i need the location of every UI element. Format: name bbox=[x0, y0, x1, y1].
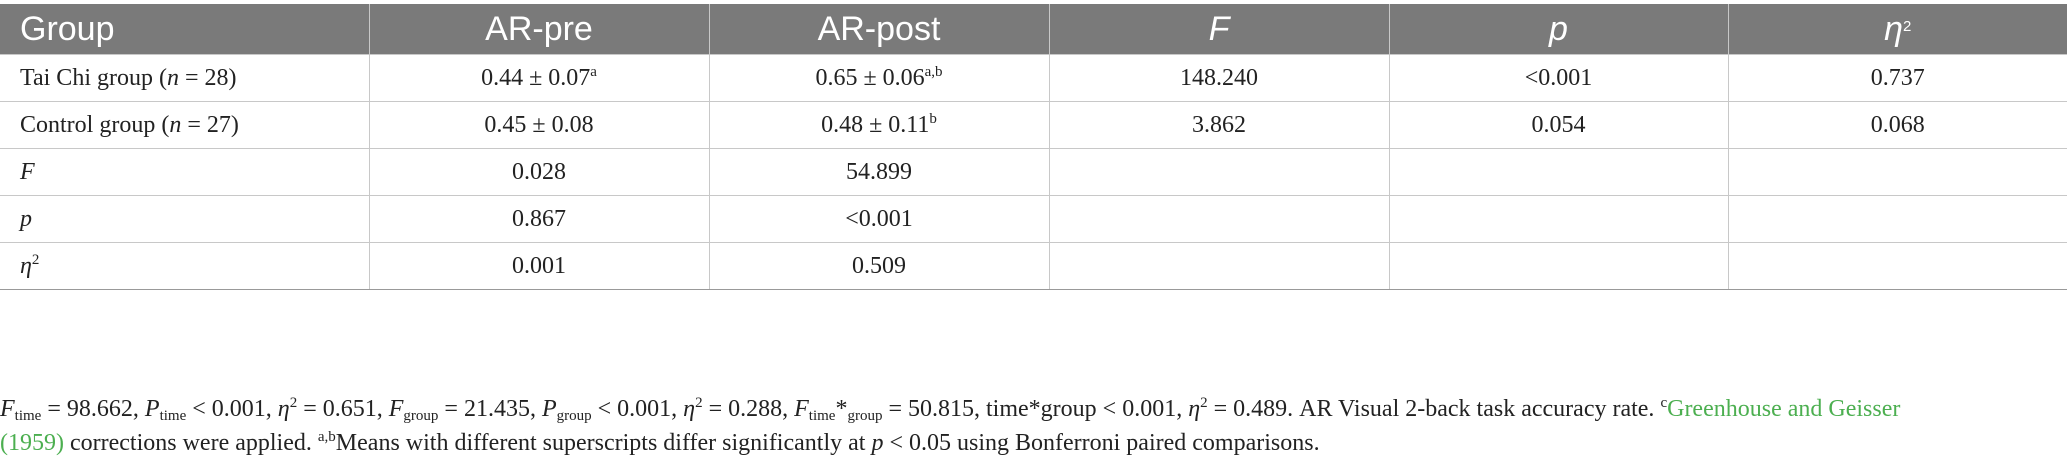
cell-f: 3.862 bbox=[1048, 101, 1390, 149]
row-label: F bbox=[0, 148, 370, 196]
citation-link-year[interactable]: (1959) bbox=[0, 430, 64, 456]
cell-f bbox=[1048, 242, 1390, 290]
row-label: Control group (n = 27) bbox=[0, 101, 370, 149]
header-f: F bbox=[1048, 4, 1389, 55]
cell-ar-pre: 0.44 ± 0.07a bbox=[368, 54, 710, 102]
cell-ar-post: 0.48 ± 0.11b bbox=[708, 101, 1050, 149]
cell-ar-post: <0.001 bbox=[708, 195, 1050, 243]
cell-eta: 0.737 bbox=[1727, 54, 2067, 102]
header-ar-post: AR-post bbox=[708, 4, 1049, 55]
cell-ar-post: 54.899 bbox=[708, 148, 1050, 196]
citation-link[interactable]: Greenhouse and Geisser bbox=[1667, 396, 1901, 422]
table-row: Tai Chi group (n = 28) 0.44 ± 0.07a 0.65… bbox=[0, 54, 2067, 102]
cell-ar-pre: 0.867 bbox=[368, 195, 710, 243]
header-group: Group bbox=[0, 4, 369, 55]
cell-eta bbox=[1727, 148, 2067, 196]
table-row: Control group (n = 27) 0.45 ± 0.08 0.48 … bbox=[0, 101, 2067, 149]
table-row: F 0.028 54.899 bbox=[0, 148, 2067, 196]
cell-f bbox=[1048, 195, 1390, 243]
cell-f: 148.240 bbox=[1048, 54, 1390, 102]
table-header: Group AR-pre AR-post F p η2 bbox=[0, 4, 2067, 55]
footnote-line-2: (1959) corrections were applied. a,bMean… bbox=[0, 429, 1320, 457]
cell-ar-pre: 0.45 ± 0.08 bbox=[368, 101, 710, 149]
row-label: η2 bbox=[0, 242, 370, 290]
cell-f bbox=[1048, 148, 1390, 196]
row-label: Tai Chi group (n = 28) bbox=[0, 54, 370, 102]
cell-p: <0.001 bbox=[1388, 54, 1729, 102]
cell-eta bbox=[1727, 242, 2067, 290]
cell-eta: 0.068 bbox=[1727, 101, 2067, 149]
table-row: p 0.867 <0.001 bbox=[0, 195, 2067, 243]
footnote-line-1: Ftime = 98.662, Ptime < 0.001, η2 = 0.65… bbox=[0, 395, 1901, 424]
row-label: p bbox=[0, 195, 370, 243]
cell-p bbox=[1388, 195, 1729, 243]
results-table: Group AR-pre AR-post F p η2 Tai Chi grou… bbox=[0, 4, 2067, 290]
cell-ar-pre: 0.028 bbox=[368, 148, 710, 196]
cell-p bbox=[1388, 148, 1729, 196]
header-ar-pre: AR-pre bbox=[368, 4, 709, 55]
cell-p: 0.054 bbox=[1388, 101, 1729, 149]
header-eta-squared: η2 bbox=[1727, 4, 2067, 55]
header-p: p bbox=[1388, 4, 1728, 55]
cell-eta bbox=[1727, 195, 2067, 243]
table-row: η2 0.001 0.509 bbox=[0, 242, 2067, 290]
cell-ar-pre: 0.001 bbox=[368, 242, 710, 290]
cell-ar-post: 0.65 ± 0.06a,b bbox=[708, 54, 1050, 102]
table-footnote: Ftime = 98.662, Ptime < 0.001, η2 = 0.65… bbox=[0, 392, 2067, 460]
cell-ar-post: 0.509 bbox=[708, 242, 1050, 290]
cell-p bbox=[1388, 242, 1729, 290]
